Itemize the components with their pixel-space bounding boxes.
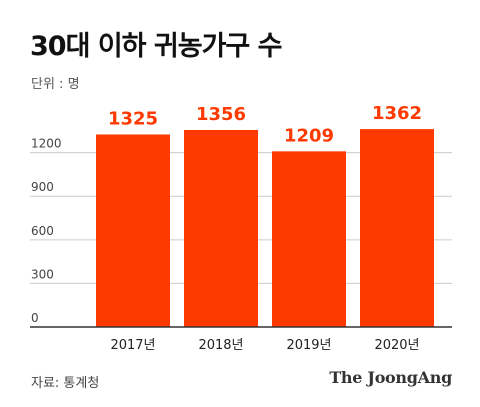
y-tick-label: 0 [31,311,39,325]
publisher-logo: The JoongAng [329,368,452,387]
x-tick-label: 2017년 [110,338,155,353]
source-note: 자료: 통계청 [31,376,100,391]
bar [184,129,258,327]
y-tick-label: 600 [31,224,54,238]
chart-title: 30대 이하 귀농가구 수 [30,31,282,62]
x-tick-label: 2018년 [198,338,243,353]
bar [272,151,346,327]
y-tick-label: 900 [31,180,54,194]
x-tick-label: 2020년 [374,338,419,353]
y-tick-label: 1200 [31,137,62,151]
y-tick-label: 300 [31,267,54,281]
bar-value-label: 1362 [372,103,422,124]
bar [360,129,434,327]
x-tick-label: 2019년 [286,338,331,353]
bar [96,134,170,327]
bar-value-label: 1325 [108,108,158,129]
bar-value-label: 1356 [196,104,246,125]
unit-label: 단위 : 명 [31,77,80,92]
bar-value-label: 1209 [284,125,334,146]
